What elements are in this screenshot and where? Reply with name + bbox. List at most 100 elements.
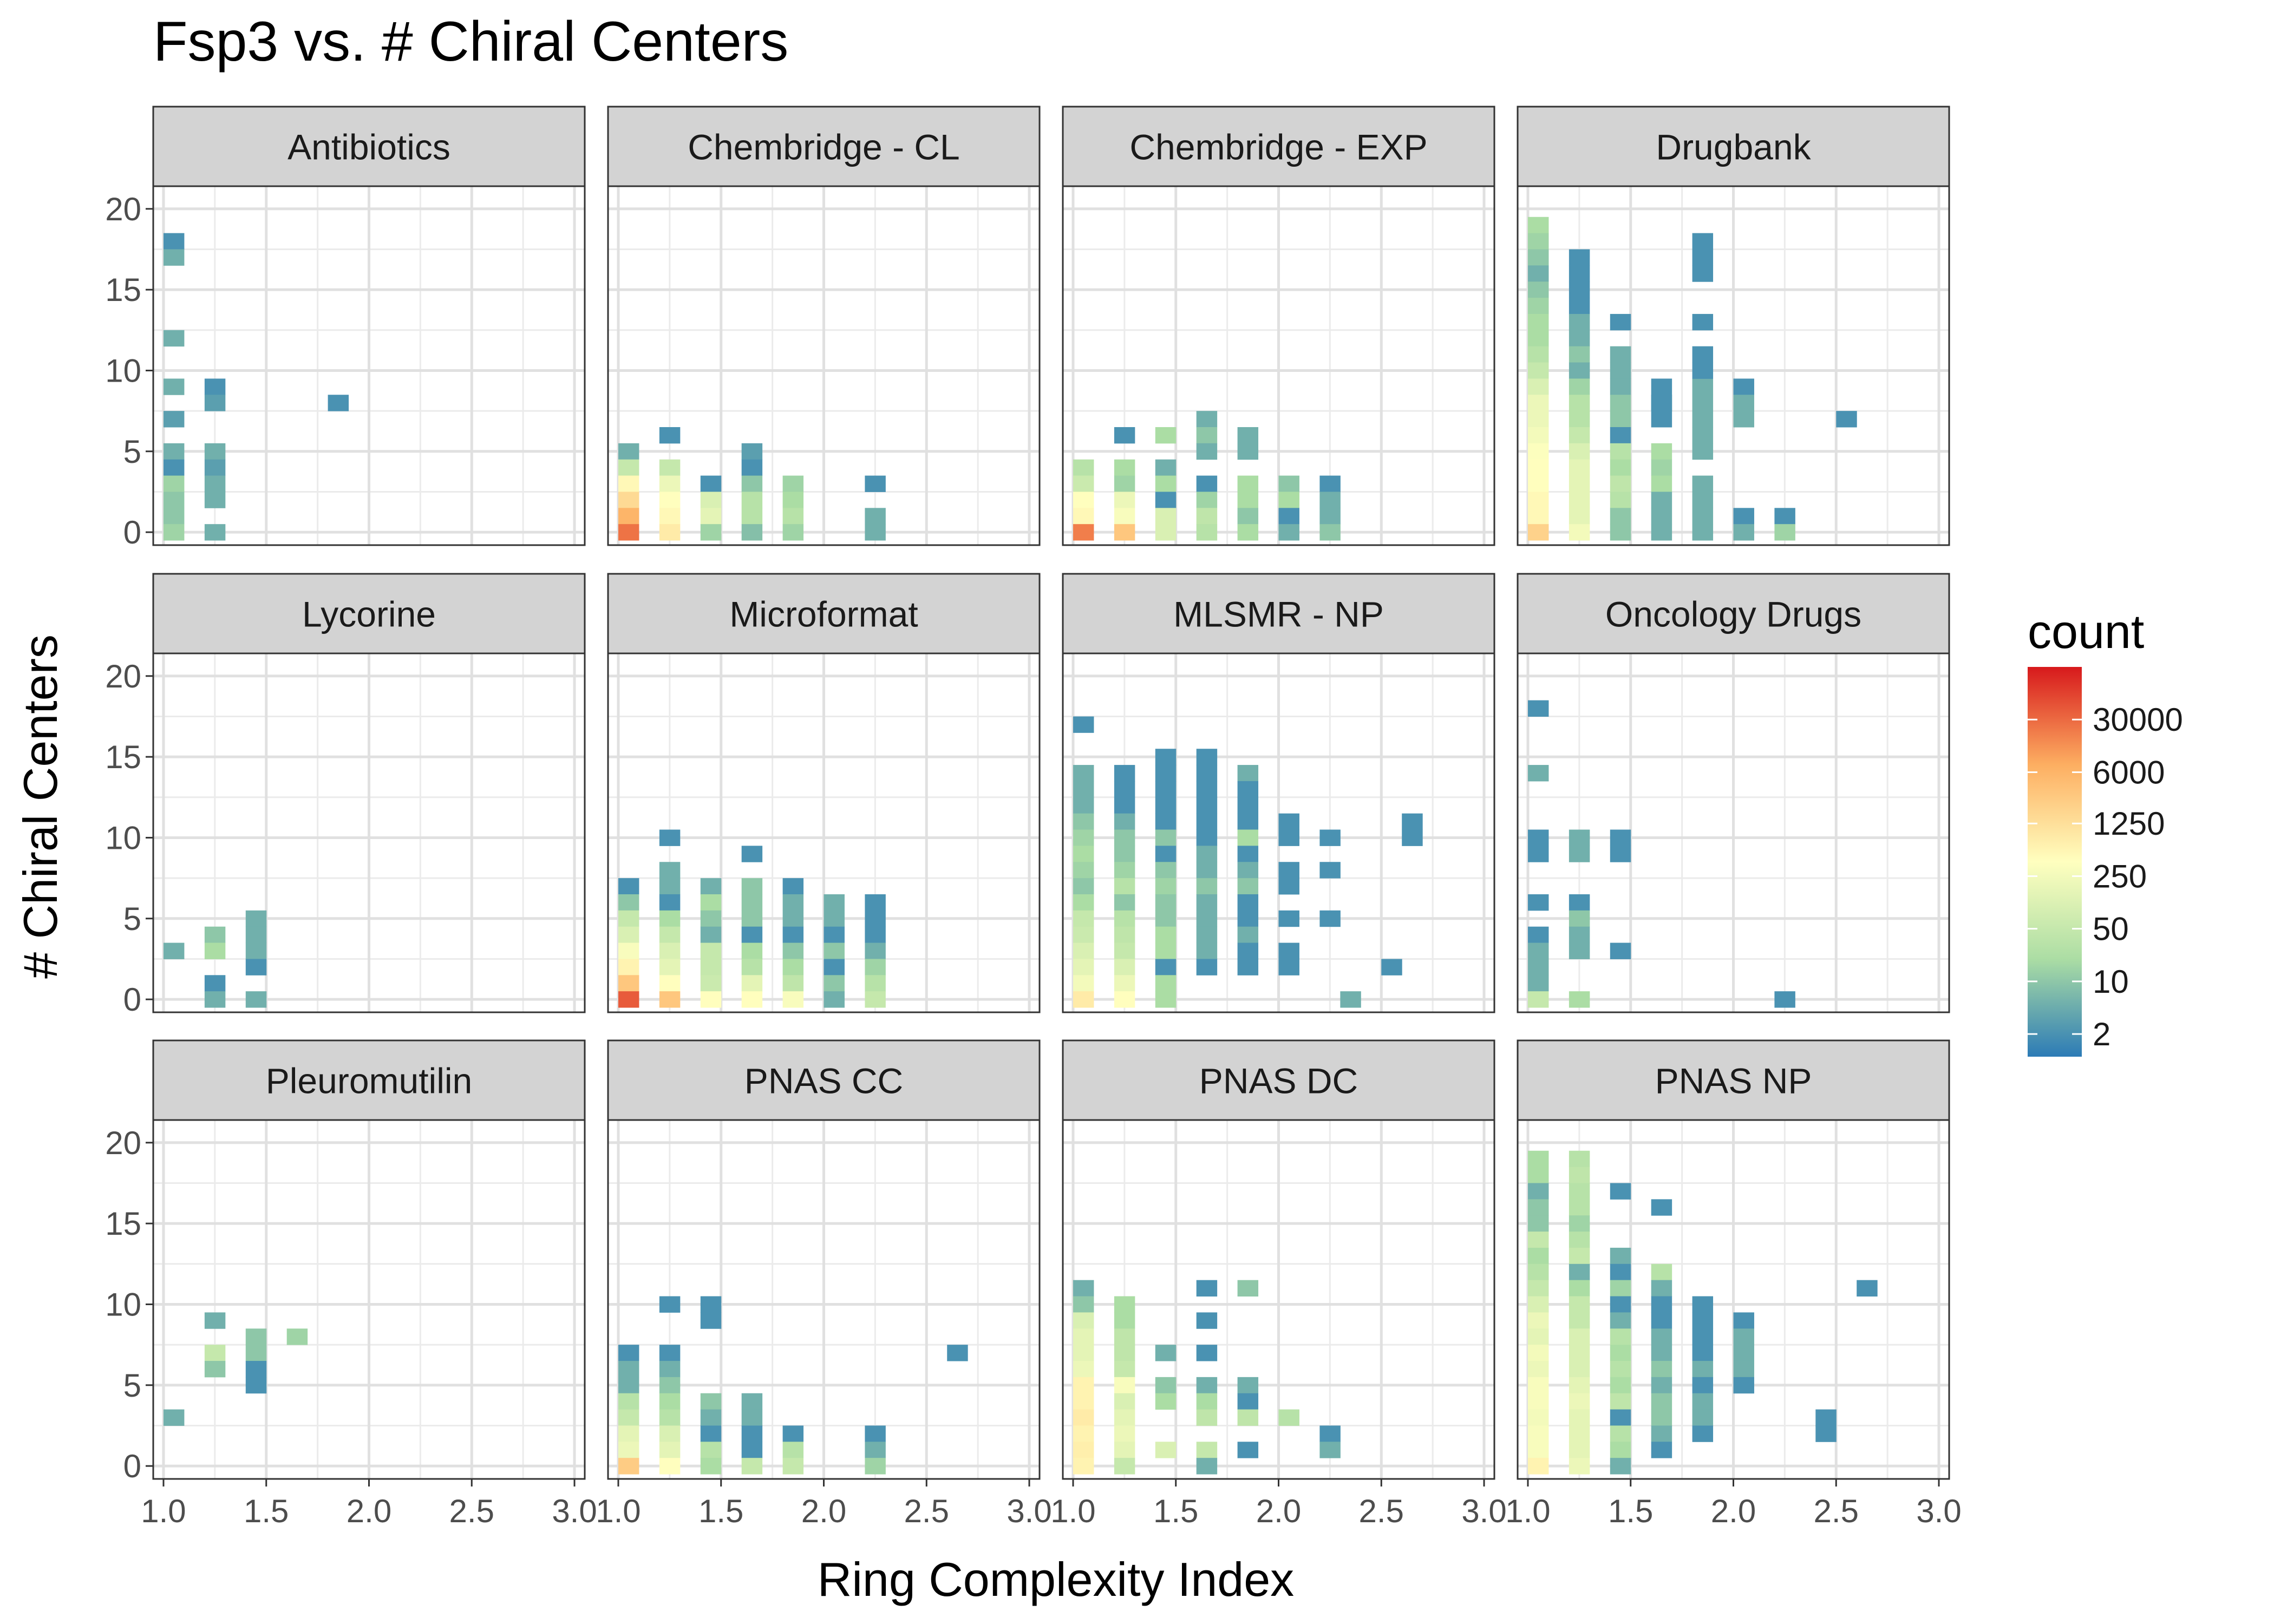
facet-label: PNAS DC bbox=[1199, 1061, 1358, 1101]
heatmap-tile bbox=[741, 492, 763, 508]
heatmap-tile bbox=[1155, 910, 1177, 927]
facet-strip bbox=[152, 573, 586, 654]
heatmap-tile bbox=[1569, 1215, 1590, 1232]
heatmap-tile bbox=[824, 942, 845, 959]
heatmap-tile bbox=[1278, 878, 1299, 895]
heatmap-tile bbox=[1114, 894, 1135, 911]
heatmap-tile bbox=[1319, 829, 1341, 846]
heatmap-tile bbox=[1733, 1377, 1754, 1394]
heatmap-tile bbox=[1402, 829, 1423, 846]
facet-panel: Drugbank bbox=[1517, 106, 1950, 546]
heatmap-tile bbox=[1527, 1199, 1549, 1216]
heatmap-tile bbox=[1155, 846, 1177, 862]
heatmap-tile bbox=[1651, 1199, 1672, 1216]
heatmap-tile bbox=[1073, 1442, 1094, 1458]
heatmap-tile bbox=[782, 975, 804, 992]
heatmap-tile bbox=[1527, 1393, 1549, 1410]
heatmap-tile bbox=[1527, 959, 1549, 975]
heatmap-tile bbox=[1527, 1263, 1549, 1281]
heatmap-tile bbox=[1073, 959, 1094, 975]
heatmap-tile bbox=[286, 1328, 308, 1345]
heatmap-tile bbox=[163, 508, 185, 525]
heatmap-tile bbox=[1155, 829, 1177, 846]
heatmap-tile bbox=[204, 475, 226, 492]
x-tick-label: 3.0 bbox=[1916, 1493, 1961, 1529]
heatmap-tile bbox=[1196, 829, 1218, 846]
x-tick-label: 2.5 bbox=[904, 1493, 949, 1529]
heatmap-tile bbox=[1319, 508, 1341, 525]
heatmap-tile bbox=[1569, 378, 1590, 395]
x-tick-label: 1.0 bbox=[1505, 1493, 1550, 1529]
heatmap-tile bbox=[1114, 1377, 1135, 1394]
heatmap-tile bbox=[1114, 846, 1135, 862]
heatmap-tile bbox=[1569, 298, 1590, 315]
heatmap-tile bbox=[865, 942, 886, 959]
heatmap-tile bbox=[1073, 716, 1094, 733]
heatmap-tile bbox=[1114, 781, 1135, 798]
heatmap-tile bbox=[700, 878, 722, 895]
heatmap-tile bbox=[1237, 959, 1259, 975]
heatmap-tile bbox=[163, 475, 185, 492]
heatmap-tile bbox=[1692, 1328, 1714, 1345]
heatmap-tile bbox=[1610, 313, 1631, 331]
heatmap-tile bbox=[1569, 1232, 1590, 1248]
heatmap-tile bbox=[1651, 1442, 1672, 1458]
heatmap-tile bbox=[1527, 378, 1549, 395]
x-tick-label: 2.0 bbox=[1711, 1493, 1756, 1529]
heatmap-tile bbox=[618, 926, 639, 944]
facet-label: Lycorine bbox=[302, 594, 436, 634]
heatmap-tile bbox=[1319, 475, 1341, 492]
y-tick-label: 20 bbox=[105, 191, 141, 227]
heatmap-tile bbox=[163, 378, 185, 395]
heatmap-tile bbox=[1114, 1296, 1135, 1313]
heatmap-tile bbox=[1073, 524, 1094, 541]
heatmap-tile bbox=[1237, 524, 1259, 541]
heatmap-tile bbox=[1610, 829, 1631, 846]
heatmap-tile bbox=[700, 942, 722, 959]
heatmap-tile bbox=[618, 1345, 639, 1361]
heatmap-tile bbox=[618, 1393, 639, 1410]
heatmap-tile bbox=[1569, 1425, 1590, 1442]
x-tick-label: 2.5 bbox=[1359, 1493, 1404, 1529]
heatmap-tile bbox=[659, 942, 681, 959]
chart-title: Fsp3 vs. # Chiral Centers bbox=[153, 10, 788, 73]
heatmap-tile bbox=[1692, 378, 1714, 395]
heatmap-tile bbox=[1237, 1377, 1259, 1394]
heatmap-tile bbox=[1196, 508, 1218, 525]
heatmap-tile bbox=[618, 1409, 639, 1426]
heatmap-tile bbox=[741, 459, 763, 476]
heatmap-tile bbox=[1569, 475, 1590, 492]
facet-panels: Antibiotics 0 5 10 15 20 Chembridge - CL Chembr… bbox=[105, 106, 1962, 1529]
heatmap-tile bbox=[1237, 1393, 1259, 1410]
heatmap-tile bbox=[1114, 1393, 1135, 1410]
heatmap-tile bbox=[1569, 508, 1590, 525]
heatmap-tile bbox=[204, 443, 226, 460]
heatmap-tile bbox=[163, 1409, 185, 1426]
heatmap-tile bbox=[1733, 524, 1754, 541]
heatmap-tile bbox=[782, 926, 804, 944]
heatmap-tile bbox=[1569, 1360, 1590, 1378]
heatmap-tile bbox=[700, 959, 722, 975]
heatmap-tile bbox=[1527, 926, 1549, 944]
heatmap-tile bbox=[618, 459, 639, 476]
heatmap-tile bbox=[1651, 1345, 1672, 1361]
heatmap-tile bbox=[1237, 508, 1259, 525]
facet-strip bbox=[1517, 1039, 1950, 1121]
heatmap-tile bbox=[163, 233, 185, 250]
heatmap-tile bbox=[618, 991, 639, 1008]
heatmap-tile bbox=[782, 1442, 804, 1458]
heatmap-tile bbox=[1114, 1442, 1135, 1458]
facet-label: MLSMR - NP bbox=[1173, 594, 1384, 634]
heatmap-tile bbox=[865, 910, 886, 927]
heatmap-tile bbox=[1651, 459, 1672, 476]
heatmap-tile bbox=[1155, 813, 1177, 830]
y-tick-label: 5 bbox=[123, 901, 141, 937]
heatmap-tile bbox=[1569, 1345, 1590, 1361]
heatmap-tile bbox=[1569, 926, 1590, 944]
heatmap-tile bbox=[1114, 1345, 1135, 1361]
heatmap-tile bbox=[659, 1425, 681, 1442]
heatmap-tile bbox=[824, 910, 845, 927]
heatmap-tile bbox=[1196, 765, 1218, 782]
heatmap-tile bbox=[618, 475, 639, 492]
heatmap-tile bbox=[659, 959, 681, 975]
